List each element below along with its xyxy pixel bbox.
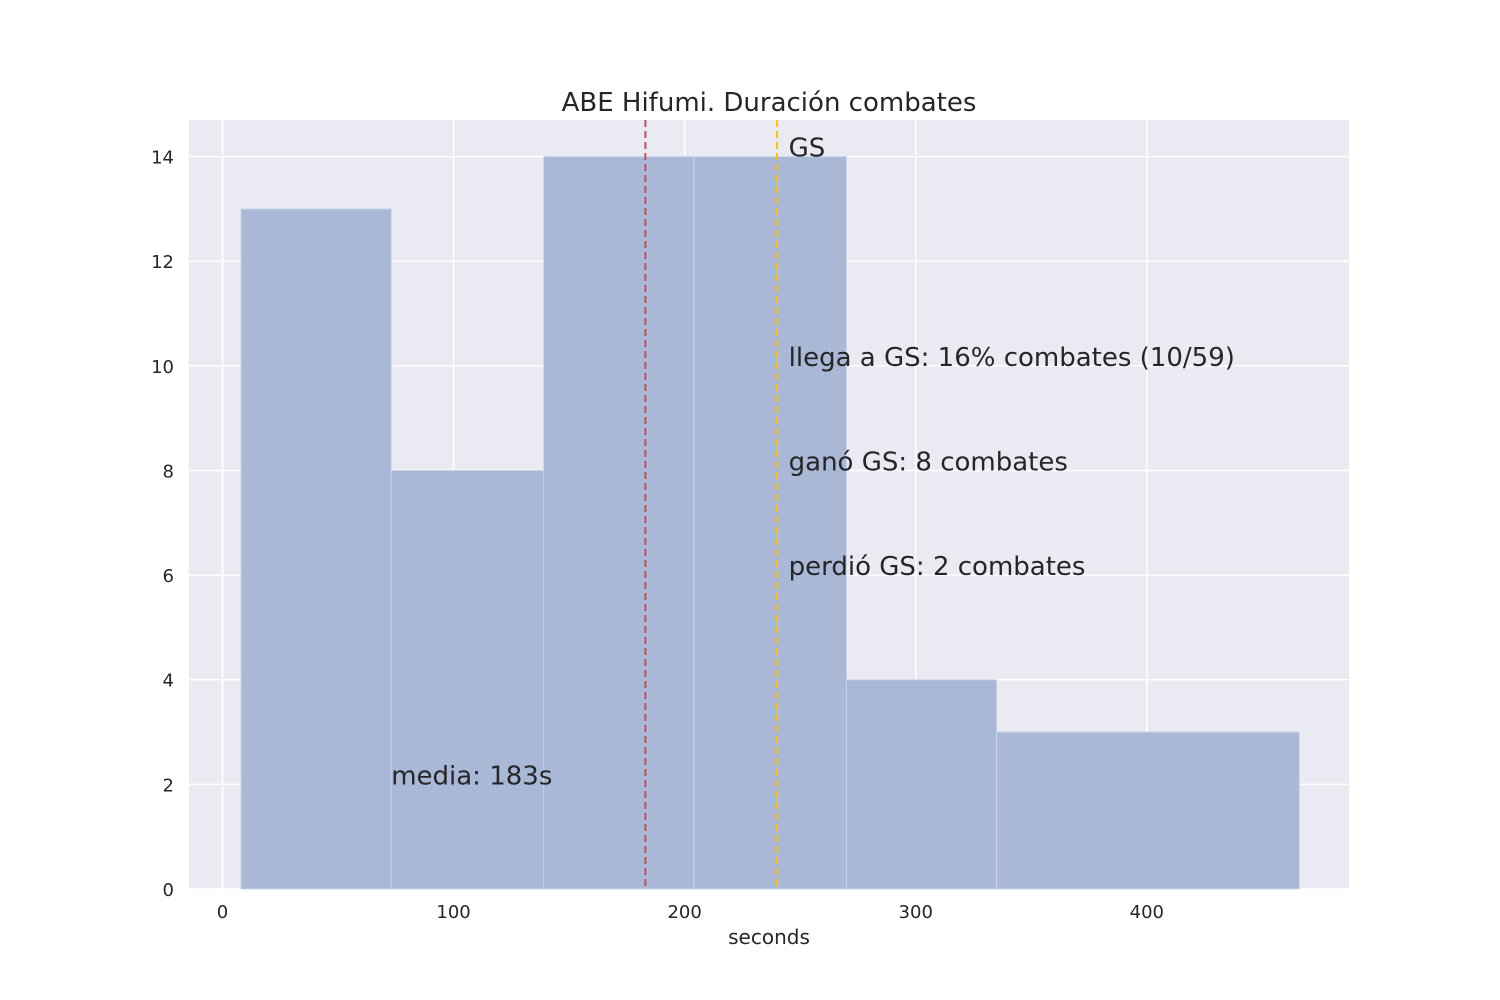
histogram-bar [996,731,1300,890]
y-axis-ticks: 0 2 4 6 8 10 12 14 [151,148,174,901]
annotations: GS llega a GS: 16% combates (10/59) ganó G… [391,134,1235,792]
histogram-bar [845,679,998,890]
y-tick-label: 8 [163,461,174,482]
annotation-text: ganó GS: 8 combates [789,447,1068,477]
x-tick-label: 200 [667,902,701,923]
y-tick-label: 0 [163,880,174,901]
histogram-bar [240,208,392,890]
histogram-bar [390,469,545,890]
histogram-bars [240,156,1300,890]
y-tick-label: 6 [163,566,174,587]
y-tick-label: 12 [151,252,174,273]
histogram-bar [693,156,847,890]
y-tick-label: 10 [151,357,174,378]
histogram-bar [543,156,695,890]
y-tick-label: 2 [163,775,174,796]
annotation-text: llega a GS: 16% combates (10/59) [789,343,1235,373]
x-tick-label: 400 [1130,902,1164,923]
reference-lines [644,120,779,889]
y-tick-label: 4 [163,671,174,692]
annotation-text: GS [789,134,826,164]
x-axis-label: seconds [728,925,810,949]
chart-title: ABE Hifumi. Duración combates [562,88,977,118]
x-tick-label: 0 [217,902,228,923]
x-tick-label: 300 [899,902,933,923]
x-tick-label: 100 [436,902,470,923]
annotation-text: perdió GS: 2 combates [789,552,1086,582]
y-tick-label: 14 [151,148,174,169]
annotation-text: media: 183s [391,761,552,791]
x-axis-ticks: 0 100 200 300 400 [217,902,1164,923]
